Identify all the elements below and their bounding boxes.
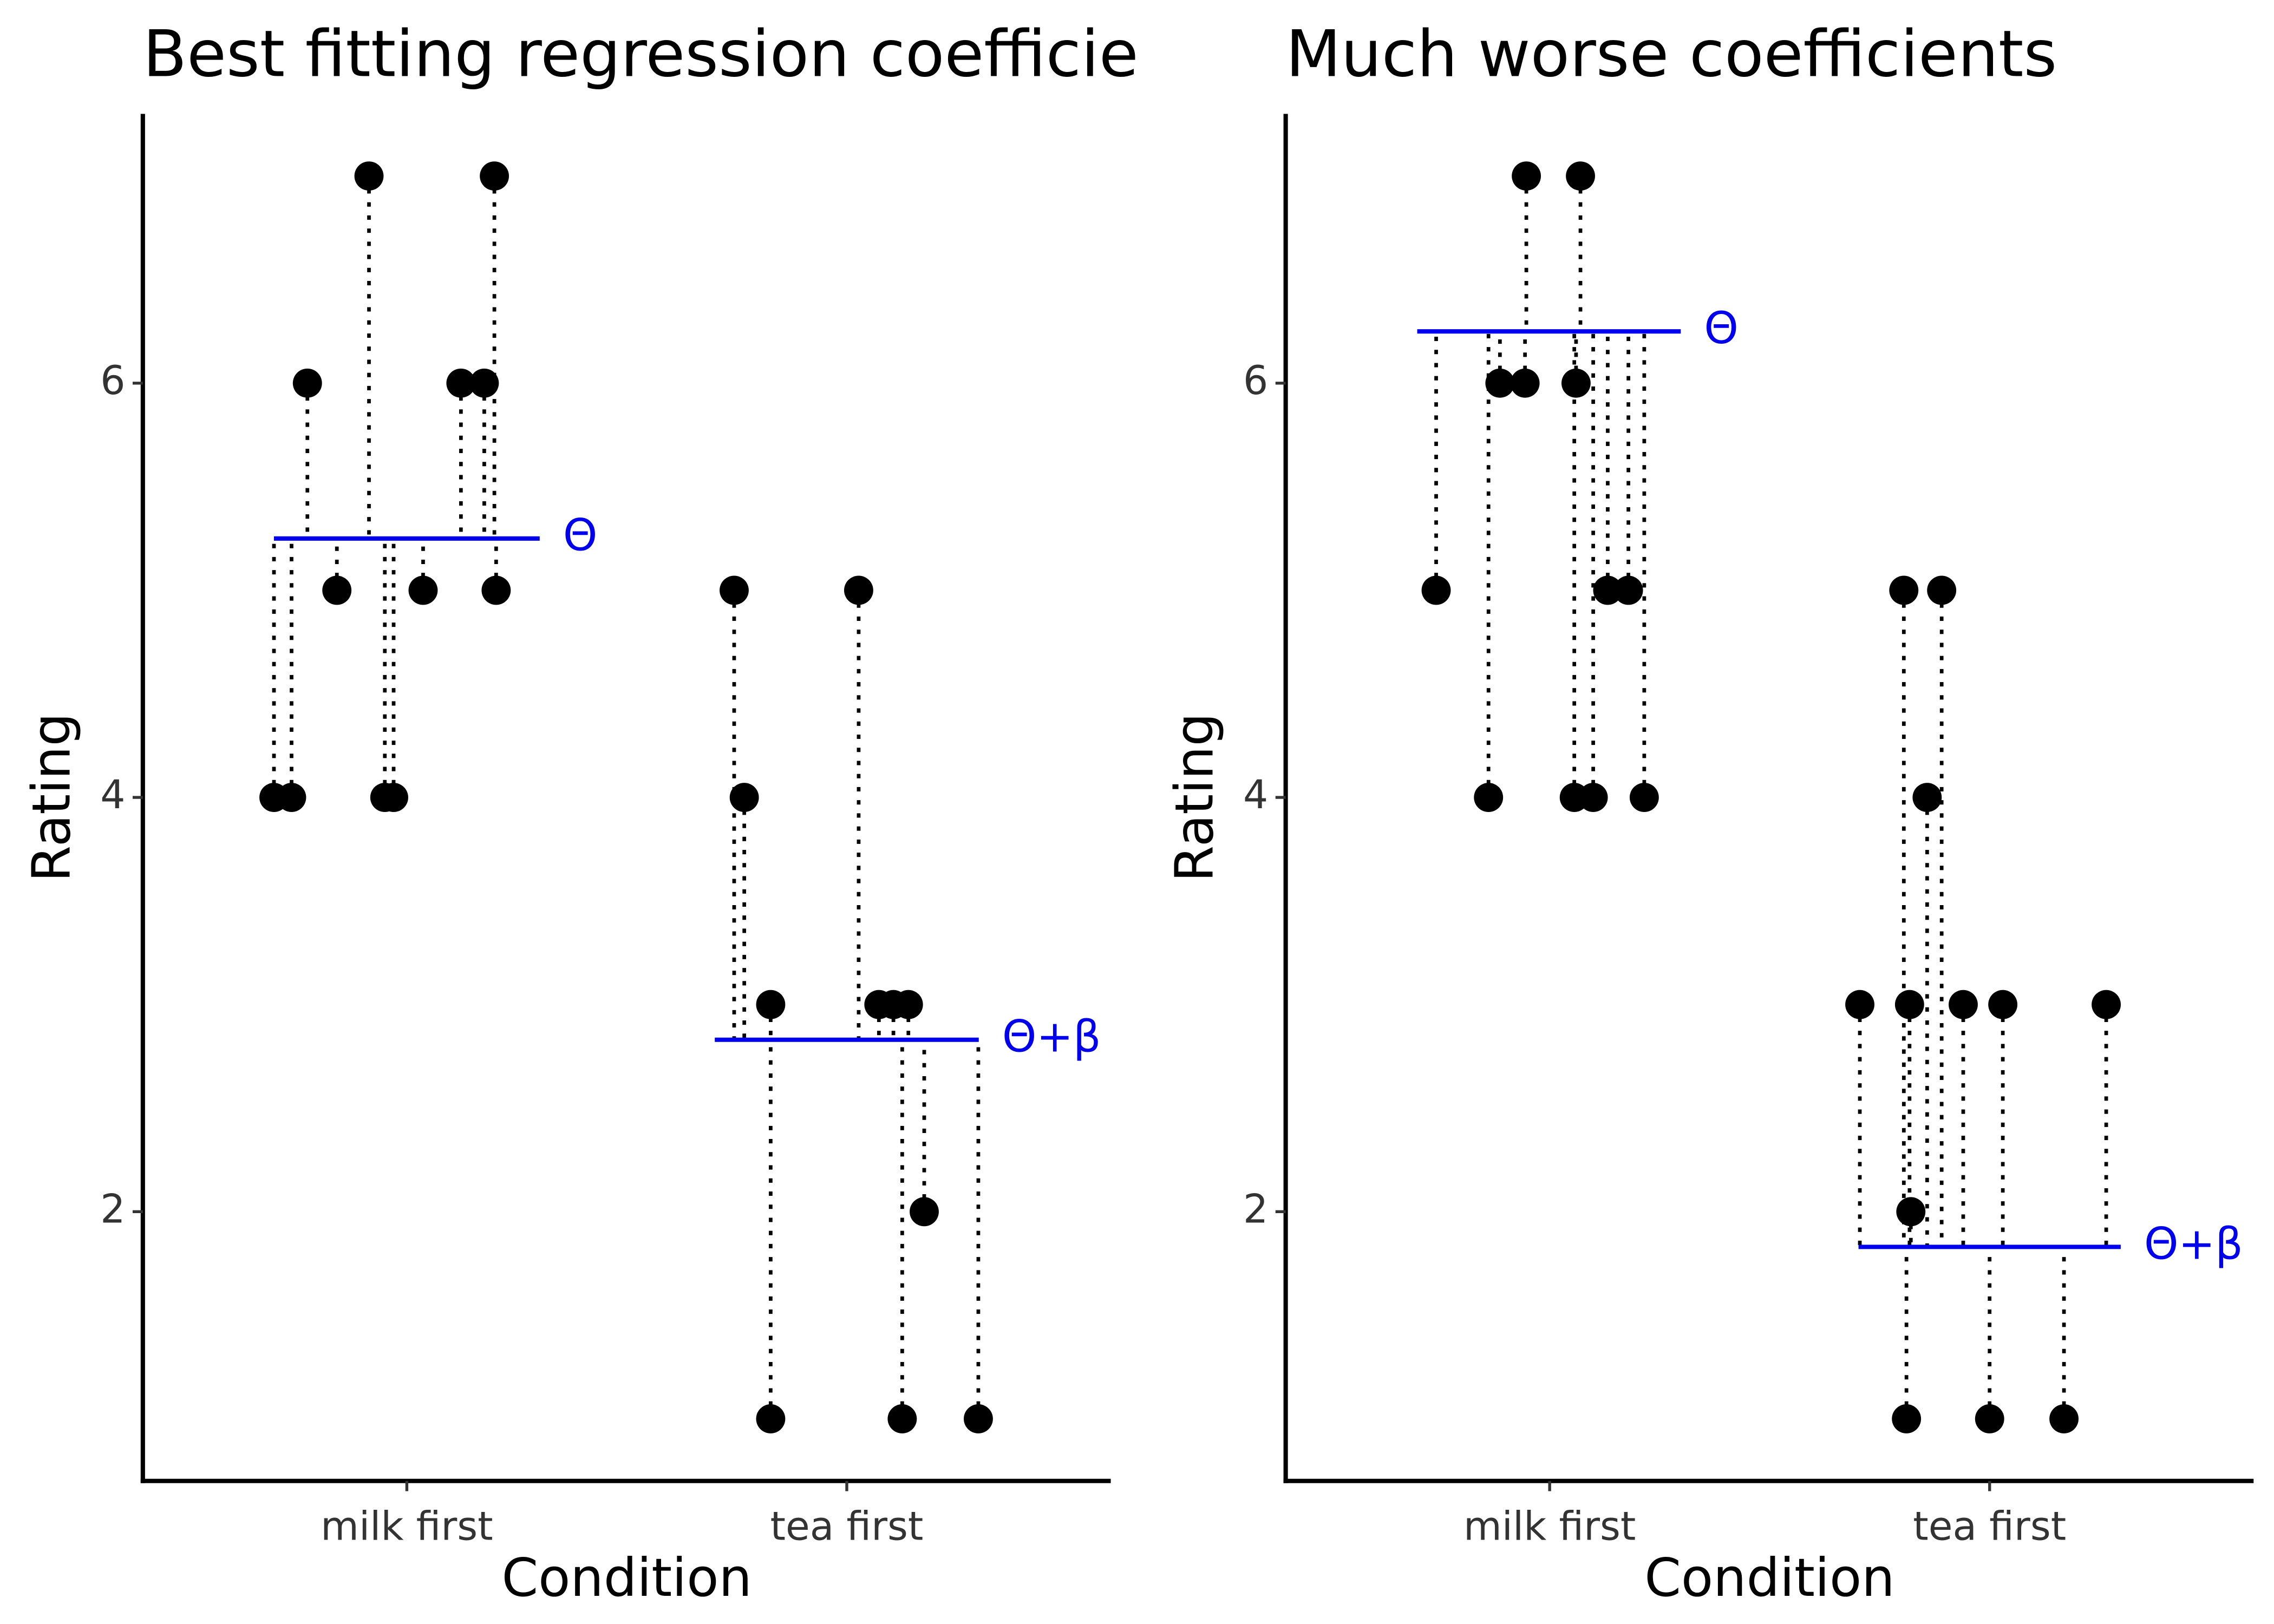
x-tick-label: tea first [770, 1504, 924, 1550]
coefficient-label: Θ+β [2144, 1219, 2243, 1269]
point [354, 161, 384, 191]
point [277, 783, 306, 812]
point [1629, 783, 1659, 812]
point [729, 783, 759, 812]
coefficient-label: Θ [563, 510, 598, 561]
point [756, 1404, 786, 1433]
point [1889, 575, 1919, 605]
point [1593, 575, 1623, 605]
y-tick-label: 2 [100, 1187, 125, 1232]
point [1561, 368, 1591, 398]
point [910, 1197, 939, 1227]
y-tick-label: 2 [1243, 1187, 1268, 1232]
point [1896, 1197, 1926, 1227]
point [1613, 575, 1643, 605]
point [408, 575, 438, 605]
y-tick-label: 4 [100, 772, 125, 818]
coefficient-label: Θ [1704, 303, 1739, 354]
point [1510, 368, 1540, 398]
point [469, 368, 499, 398]
point [893, 990, 923, 1019]
point [1949, 990, 1978, 1019]
y-tick-label: 6 [1243, 358, 1268, 404]
point [1421, 575, 1451, 605]
point [481, 575, 511, 605]
point [887, 1404, 917, 1433]
point [1975, 1404, 2004, 1433]
panel-title: Much worse coefficients [1286, 16, 2057, 91]
x-tick-label: milk first [1463, 1504, 1636, 1550]
panel-title: Best fitting regression coefficients [143, 16, 1238, 91]
point [964, 1404, 993, 1433]
point [1892, 1404, 1922, 1433]
x-tick-label: milk first [321, 1504, 493, 1550]
y-axis-label: Rating [1164, 713, 1225, 882]
point [1988, 990, 2018, 1019]
point [756, 990, 786, 1019]
point [1485, 368, 1515, 398]
point [844, 575, 873, 605]
point [1474, 783, 1504, 812]
point [1512, 161, 1541, 191]
point [1912, 783, 1942, 812]
y-axis-label: Rating [21, 713, 82, 882]
point [1566, 161, 1595, 191]
point [480, 161, 509, 191]
point [1894, 990, 1924, 1019]
point [1927, 575, 1957, 605]
y-tick-label: 6 [100, 358, 125, 404]
point [2092, 990, 2121, 1019]
x-axis-label: Condition [1644, 1547, 1894, 1608]
point [720, 575, 749, 605]
x-tick-label: tea first [1913, 1504, 2066, 1550]
y-tick-label: 4 [1243, 772, 1268, 818]
point [322, 575, 352, 605]
x-axis-label: Condition [501, 1547, 752, 1608]
coefficient-label: Θ+β [1002, 1012, 1101, 1063]
point [1578, 783, 1608, 812]
panel: Best fitting regression coefficients 2 4 6 m… [21, 16, 1238, 1608]
point [292, 368, 322, 398]
point [446, 368, 476, 398]
point [379, 783, 408, 812]
panel: Much worse coefficients 2 4 6 milk first tea … [1164, 16, 2254, 1608]
point [1845, 990, 1874, 1019]
point [2049, 1404, 2079, 1433]
